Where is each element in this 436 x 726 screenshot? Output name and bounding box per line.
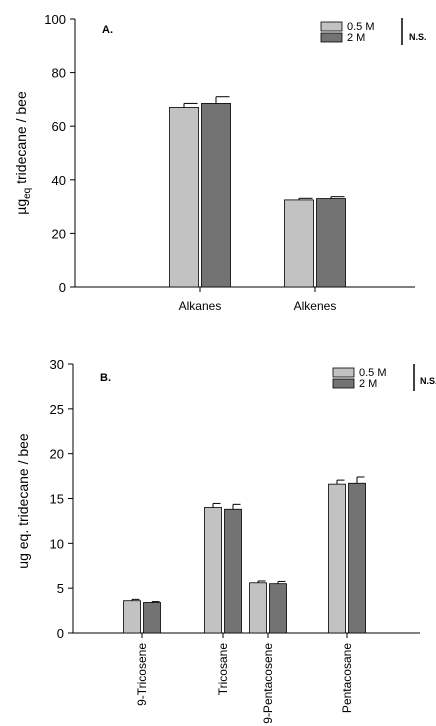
bar-high [143, 602, 161, 634]
bar-low [249, 582, 267, 634]
significance-label: N.S. [420, 376, 436, 386]
panel-a: 0 20 40 60 80 100 Alkanes Alkenes A. 0.5 M2 M N.S.… [13, 12, 427, 313]
y-tick-label: 25 [50, 402, 64, 417]
y-tick-label: 100 [44, 12, 66, 27]
panel-label: B. [100, 372, 111, 384]
y-tick-label: 15 [50, 492, 64, 507]
y-tick-label: 60 [52, 119, 66, 134]
legend-label: 2 M [359, 378, 377, 390]
y-tick-label: 20 [50, 447, 64, 462]
x-category-label: Pentacosane [340, 643, 354, 713]
legend-label: 0.5 M [347, 21, 375, 33]
bar-high [269, 583, 287, 634]
y-axis-label: ug eq. tridecane / bee [15, 433, 31, 569]
y-tick-label: 30 [50, 357, 64, 372]
x-category-label: 9-Pentacosene [261, 643, 275, 724]
y-tick-label: 5 [57, 581, 64, 596]
panel-label: A. [102, 24, 113, 36]
y-tick-label: 80 [52, 66, 66, 81]
bar-high [348, 482, 366, 634]
y-tick-label: 0 [57, 626, 64, 641]
x-category-label: Alkanes [179, 299, 222, 313]
legend-swatch [332, 378, 355, 389]
legend-label: 0.5 M [359, 367, 387, 379]
legend-swatch [320, 21, 343, 32]
significance-label: N.S. [409, 32, 427, 42]
panel-b: 0 5 10 15 20 25 30 9-Tricosene Tricosane 9-Pentac… [15, 357, 436, 724]
y-tick-label: 20 [52, 226, 66, 241]
bar-high [201, 103, 231, 288]
y-tick-label: 0 [59, 280, 66, 295]
x-category-label: Alkenes [294, 299, 337, 313]
x-category-label: Tricosane [216, 643, 230, 696]
y-tick-label: 40 [52, 173, 66, 188]
y-axis-label: µgeq tridecane / bee [13, 91, 33, 215]
bar-high [316, 198, 346, 288]
bar-low [123, 600, 141, 634]
legend-label: 2 M [347, 32, 365, 44]
legend-swatch [320, 32, 343, 43]
y-tick-label: 10 [50, 536, 64, 551]
x-category-label: 9-Tricosene [135, 643, 149, 706]
bar-low [284, 199, 314, 288]
bar-low [169, 107, 199, 288]
legend-swatch [332, 367, 355, 378]
bar-high [224, 508, 242, 634]
bar-low [328, 483, 346, 634]
bar-low [204, 507, 222, 634]
